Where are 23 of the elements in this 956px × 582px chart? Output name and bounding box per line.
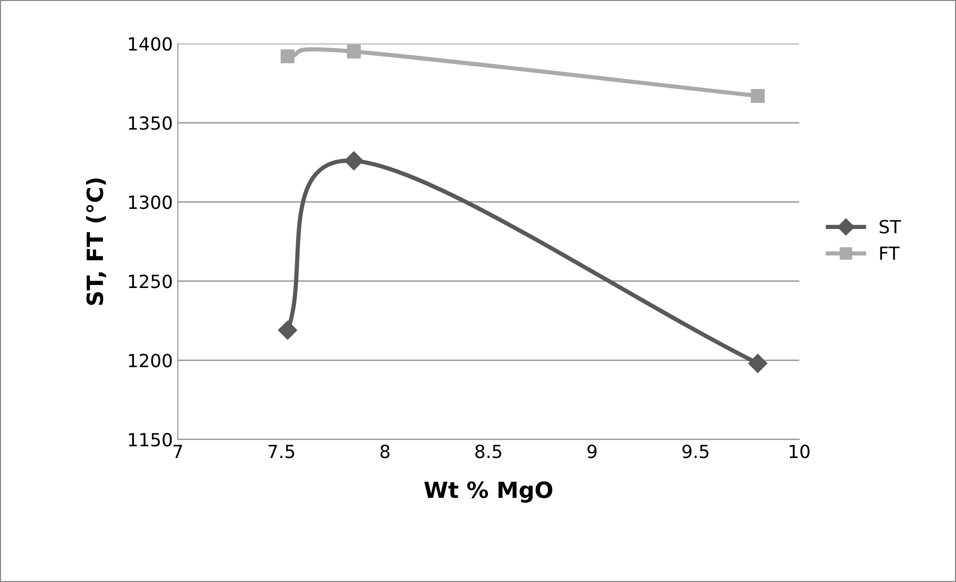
- y-tick-label: 1400: [128, 37, 172, 51]
- point: [748, 354, 768, 373]
- x-tick-label: 7: [174, 444, 182, 458]
- x-tick-label: 10: [790, 444, 810, 458]
- point: [346, 44, 361, 59]
- y-tick-label: 1300: [128, 195, 172, 210]
- legend-label: ST: [880, 220, 901, 234]
- y-tick-label: 1350: [128, 116, 172, 130]
- point: [278, 320, 298, 340]
- y-tick-label: 1200: [128, 354, 172, 368]
- x-tick-label: 8.5: [475, 444, 502, 458]
- y-tick-label: 1150: [128, 432, 172, 447]
- y-axis-title: ST, FT (°C): [86, 178, 106, 305]
- point: [280, 49, 295, 64]
- x-tick-label: 8: [380, 444, 390, 458]
- x-tick-label: 9.5: [682, 444, 708, 458]
- legend-label: FT: [880, 246, 900, 260]
- x-axis-title: Wt % MgO: [424, 481, 552, 503]
- x-tick-label: 9: [587, 444, 597, 458]
- x-tick-label: 7.5: [268, 444, 294, 458]
- point: [750, 88, 765, 103]
- point: [344, 151, 364, 170]
- y-tick-label: 1250: [128, 274, 172, 288]
